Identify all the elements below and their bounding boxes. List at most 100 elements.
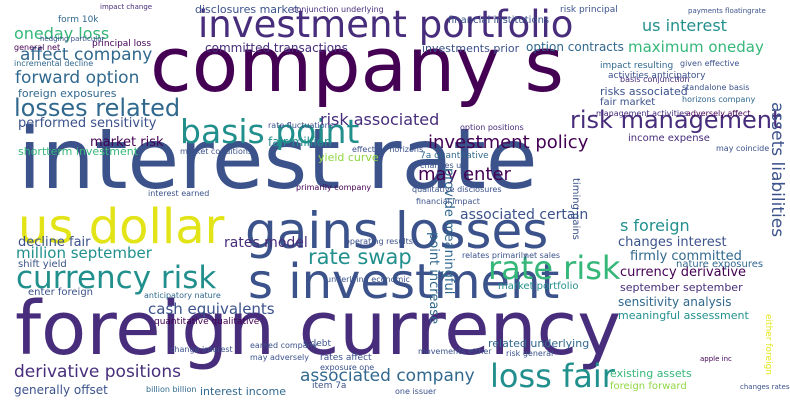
word: net sales <box>524 251 561 260</box>
word: adversely affect <box>686 109 751 118</box>
word: underlying economic <box>326 275 410 284</box>
word: foreign currency <box>15 286 622 372</box>
word: earned company <box>250 341 318 350</box>
word: either foreign <box>763 314 773 376</box>
word: 7a quantitative <box>420 151 489 161</box>
word: fair market <box>600 97 656 108</box>
word: performed sensitivity <box>18 116 157 131</box>
word: foreign forward <box>610 381 687 392</box>
word: point increase <box>426 232 441 325</box>
word: timing gains <box>570 178 581 240</box>
word: incremental decline <box>14 59 94 68</box>
word: option positions <box>460 123 524 132</box>
word: billion billion <box>146 385 197 394</box>
word: forward option <box>15 68 140 88</box>
word: rate swap <box>308 245 412 269</box>
word: rates model <box>224 235 308 251</box>
word: one issuer <box>395 387 437 396</box>
word: income expense <box>628 133 710 144</box>
word: item 7a <box>312 381 347 391</box>
word: affect company <box>20 45 153 65</box>
word: apple inc <box>700 355 732 363</box>
word: oneday loss <box>14 24 110 43</box>
word: financial institutions <box>448 15 550 26</box>
word: movements either <box>418 347 492 356</box>
word: risk principal <box>560 5 618 15</box>
word: september september <box>620 281 743 294</box>
word: anticipatory nature <box>144 291 221 300</box>
word: investments prior <box>422 42 520 55</box>
word: form 10k <box>58 15 99 25</box>
word: principal loss <box>92 39 152 49</box>
word: s foreign <box>620 216 690 235</box>
word: basis point <box>180 112 360 151</box>
word: cash equivalents <box>148 300 275 318</box>
word: changes interest <box>618 235 727 250</box>
word: shift yield <box>18 259 67 270</box>
word: impact change <box>100 3 153 11</box>
word: rates affect <box>320 353 372 363</box>
word: standalone basis <box>682 83 750 92</box>
word: us interest <box>642 16 727 35</box>
word: committed transactions <box>205 41 348 55</box>
word: risk associated <box>320 110 440 129</box>
word: s debt <box>303 339 332 349</box>
word: risks associated <box>600 85 688 98</box>
word: interest earned <box>148 189 210 198</box>
word: market portfolio <box>498 281 579 292</box>
word: generally offset <box>14 383 108 397</box>
word: currency risk <box>16 260 217 296</box>
word: may adversely <box>250 353 309 362</box>
word: market risk <box>90 135 164 150</box>
word: meaningful assessment <box>618 309 749 322</box>
word: payments floatingrate <box>688 7 766 15</box>
word: conjunction underlying <box>292 5 384 14</box>
word: change interest <box>170 345 233 354</box>
word: changes rates <box>740 383 790 391</box>
word: impact resulting <box>600 61 674 71</box>
word: gains losses <box>245 202 549 260</box>
word: risk general <box>506 349 554 358</box>
word: losses related <box>14 94 181 122</box>
word: fair million <box>268 135 332 149</box>
word: foreign exposures <box>18 87 117 100</box>
word: company s <box>150 20 565 109</box>
word: sensitivity analysis <box>618 295 732 309</box>
word: interest income <box>200 385 286 398</box>
word: effective horizons <box>352 145 424 154</box>
word: quantitative qualitative <box>154 317 260 327</box>
word: loss fair <box>490 357 615 395</box>
word: associated company <box>300 366 475 386</box>
word: firmly committed <box>630 249 742 264</box>
word: activities anticipatory <box>608 71 706 81</box>
word: management activities <box>596 109 689 118</box>
word: market conditions <box>180 147 253 156</box>
word: shortterm investment <box>18 145 139 158</box>
word: associated certain <box>460 207 589 223</box>
word: relates primarily <box>462 251 528 260</box>
word: existing assets <box>610 367 692 380</box>
word: s investment <box>248 254 560 310</box>
word: rate risk <box>488 249 621 287</box>
word: rate fluctuations <box>268 121 334 130</box>
word: related underlying <box>488 337 590 350</box>
word: disclosures market <box>195 3 299 16</box>
word: interest rate <box>18 110 538 208</box>
word: changes us <box>420 161 466 170</box>
word: decline fair <box>18 235 91 250</box>
word: risk management <box>570 106 782 134</box>
word: primarily company <box>296 183 372 192</box>
word: may enter <box>418 164 511 185</box>
word: derivative positions <box>14 362 181 382</box>
word: yield curve <box>318 151 379 164</box>
word: financial impact <box>416 197 480 206</box>
word: nature exposures <box>676 259 764 270</box>
word: general net <box>14 43 61 52</box>
word: hedging particular <box>40 35 105 43</box>
word: investment portfolio <box>198 3 574 46</box>
word: currency derivative <box>620 265 747 280</box>
word: qualitative disclosures <box>412 185 502 194</box>
word: basis conjunction <box>620 75 690 84</box>
word: given effective <box>680 59 740 68</box>
